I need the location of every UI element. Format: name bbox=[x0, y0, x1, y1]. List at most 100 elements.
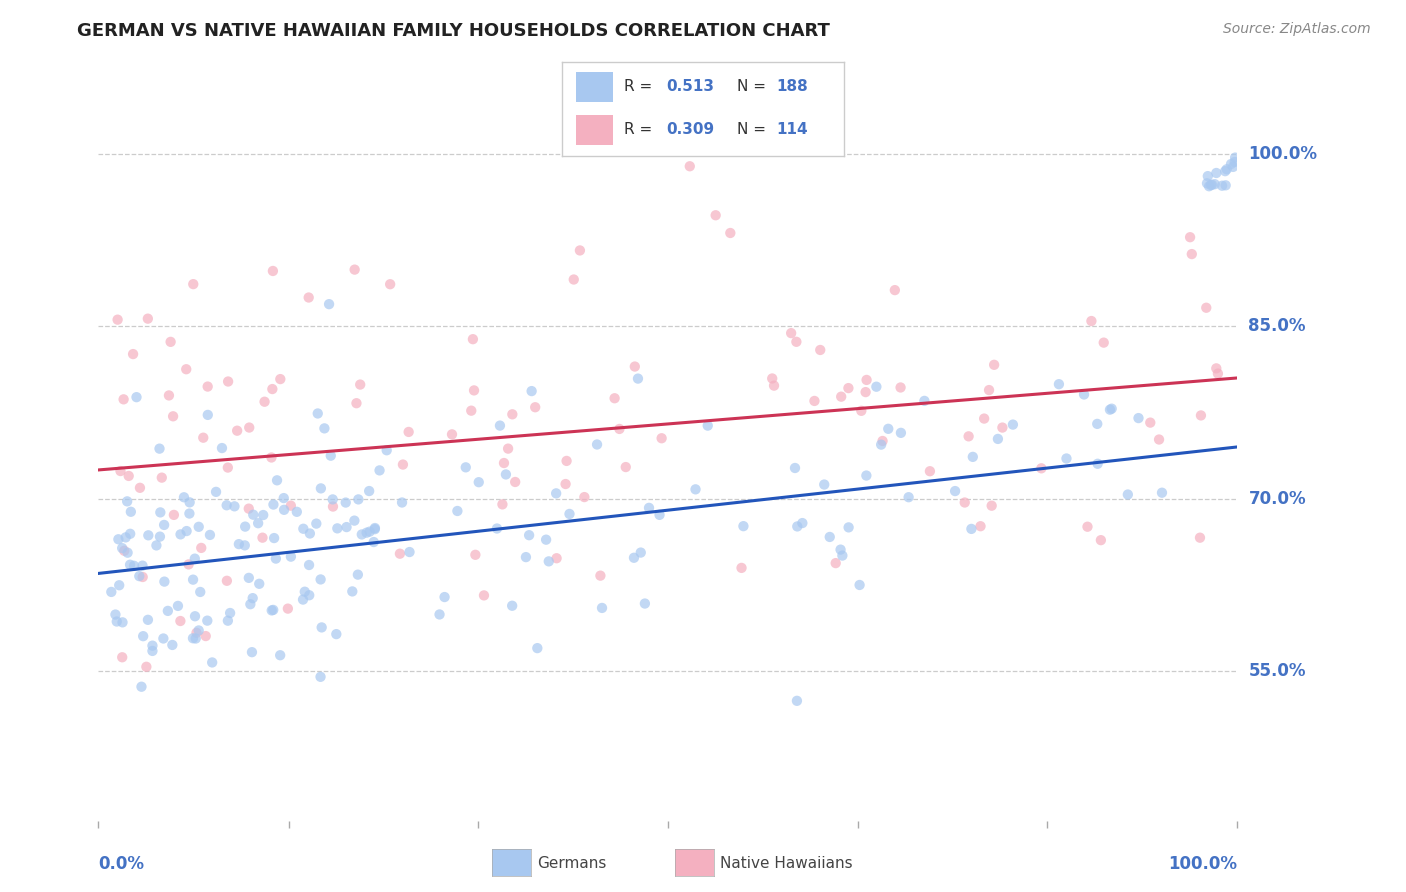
Point bbox=[897, 490, 920, 504]
Point bbox=[918, 464, 941, 478]
Point bbox=[169, 527, 191, 541]
Point bbox=[614, 460, 637, 475]
Point bbox=[264, 551, 287, 566]
Point bbox=[1215, 178, 1237, 193]
Point bbox=[830, 542, 852, 557]
Point bbox=[128, 569, 150, 583]
Point bbox=[786, 694, 808, 708]
Point bbox=[238, 501, 260, 516]
Point bbox=[187, 624, 209, 638]
Point bbox=[763, 378, 786, 392]
Point bbox=[761, 371, 783, 385]
Text: 0.0%: 0.0% bbox=[98, 855, 145, 873]
Point bbox=[520, 384, 543, 398]
Point bbox=[292, 522, 315, 536]
Point bbox=[131, 570, 153, 584]
Point bbox=[969, 519, 991, 533]
Point bbox=[298, 291, 321, 305]
Text: 0.513: 0.513 bbox=[666, 79, 714, 95]
Point bbox=[638, 500, 661, 515]
Point bbox=[503, 475, 526, 489]
Point bbox=[179, 507, 201, 521]
Point bbox=[460, 403, 482, 417]
Point bbox=[120, 505, 142, 519]
Point bbox=[517, 528, 540, 542]
Point bbox=[117, 546, 139, 560]
Point bbox=[651, 431, 673, 445]
Point bbox=[568, 244, 591, 258]
Point bbox=[188, 585, 211, 599]
Text: 70.0%: 70.0% bbox=[1249, 490, 1306, 508]
Point bbox=[280, 499, 302, 513]
Point bbox=[294, 584, 316, 599]
Point bbox=[149, 530, 172, 544]
Point bbox=[609, 422, 631, 436]
Point bbox=[319, 449, 342, 463]
Point bbox=[132, 629, 155, 643]
Point bbox=[305, 516, 328, 531]
Point bbox=[1073, 387, 1095, 401]
Point bbox=[501, 407, 523, 421]
Point bbox=[991, 420, 1014, 434]
Point bbox=[912, 393, 935, 408]
Point bbox=[159, 334, 181, 349]
Point bbox=[269, 372, 291, 386]
Point bbox=[322, 492, 344, 507]
Point bbox=[363, 535, 385, 549]
Point bbox=[1201, 178, 1223, 192]
Point bbox=[181, 277, 204, 292]
Point bbox=[314, 421, 336, 435]
Point bbox=[780, 326, 803, 340]
Point bbox=[1204, 177, 1226, 191]
Point bbox=[648, 508, 671, 522]
Point bbox=[174, 362, 197, 376]
Point bbox=[260, 450, 283, 465]
Point bbox=[112, 392, 135, 407]
Point bbox=[1205, 166, 1227, 180]
Point bbox=[350, 527, 373, 541]
Point bbox=[558, 507, 581, 521]
Point bbox=[262, 264, 284, 278]
Point bbox=[472, 588, 495, 602]
Point bbox=[110, 464, 132, 478]
Point bbox=[1188, 531, 1211, 545]
Point bbox=[624, 359, 647, 374]
Point bbox=[440, 427, 463, 442]
Point bbox=[1087, 457, 1109, 471]
Point bbox=[368, 463, 391, 477]
Point bbox=[135, 660, 157, 674]
Point bbox=[115, 494, 138, 508]
Point bbox=[238, 420, 260, 434]
Point bbox=[179, 495, 201, 509]
Point bbox=[1031, 461, 1053, 475]
Point bbox=[983, 358, 1005, 372]
Point bbox=[831, 549, 853, 563]
Point bbox=[184, 551, 207, 566]
Text: Germans: Germans bbox=[537, 856, 606, 871]
Point bbox=[359, 524, 381, 539]
Point bbox=[1213, 164, 1236, 178]
Point bbox=[1198, 179, 1220, 194]
Point bbox=[190, 541, 212, 555]
Point bbox=[285, 505, 308, 519]
Point bbox=[326, 521, 349, 535]
Point bbox=[266, 473, 288, 487]
Point bbox=[537, 554, 560, 568]
Point bbox=[162, 409, 184, 424]
Point bbox=[1128, 411, 1150, 425]
Point bbox=[1092, 335, 1115, 350]
Point bbox=[247, 516, 270, 531]
Point bbox=[129, 481, 152, 495]
Point bbox=[446, 504, 468, 518]
Point bbox=[343, 262, 366, 277]
Point bbox=[181, 573, 204, 587]
Point bbox=[526, 641, 548, 656]
Point bbox=[111, 615, 134, 630]
Point bbox=[1047, 377, 1070, 392]
Point bbox=[197, 379, 219, 393]
Point bbox=[391, 495, 413, 509]
Point bbox=[838, 520, 860, 534]
Point bbox=[252, 508, 274, 522]
Point bbox=[125, 390, 148, 404]
Point bbox=[335, 520, 357, 534]
